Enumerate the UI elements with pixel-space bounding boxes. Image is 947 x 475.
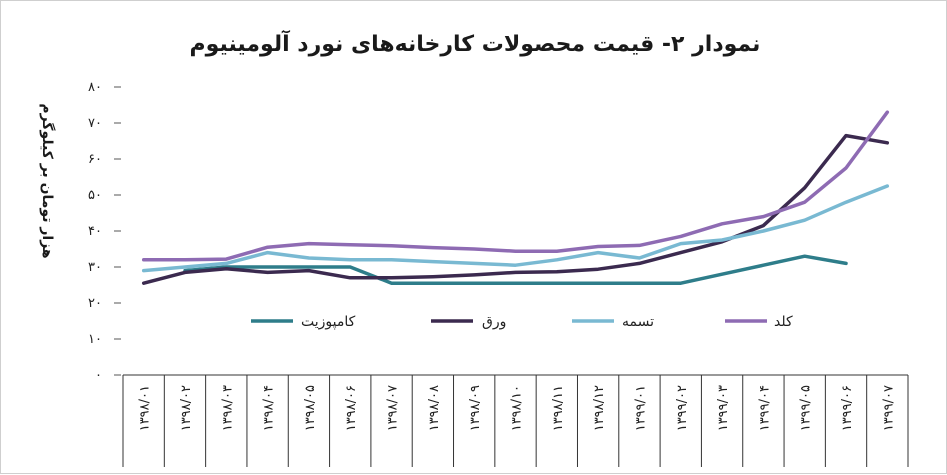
y-tick-label: ۲۰	[88, 296, 102, 311]
x-tick-label: ۱۳۹۸/۰۱	[138, 385, 153, 431]
y-axis-ticks: ۰ ۱۰ ۲۰ ۳۰ ۴۰ ۵۰ ۶۰ ۷۰ ۸۰	[88, 80, 121, 383]
x-tick-label: ۱۳۹۹/۰۶	[840, 385, 855, 431]
y-axis-label: هزار تومان بر کیلوگرم	[39, 103, 56, 258]
x-tick-label: ۱۳۹۹/۰۴	[757, 385, 772, 431]
chart-title: نمودار ۲- قیمت محصولات کارخانه‌های نورد …	[190, 29, 761, 57]
x-tick-label: ۱۳۹۸/۰۵	[303, 385, 318, 431]
y-tick-label: ۵۰	[88, 188, 102, 203]
y-tick-label: ۶۰	[88, 152, 102, 167]
x-tick-label: ۱۳۹۸/۱۱	[551, 385, 566, 431]
series-line-0	[183, 254, 848, 285]
x-tick-label: ۱۳۹۸/۰۲	[179, 385, 194, 431]
x-tick-label: ۱۳۹۸/۱۰	[510, 385, 525, 431]
x-tick-label: ۱۳۹۹/۰۳	[716, 385, 731, 431]
legend-label-2: تسمه	[622, 314, 654, 330]
x-tick-label: ۱۳۹۸/۰۹	[468, 385, 483, 431]
series-lines	[141, 110, 890, 285]
x-tick-label: ۱۳۹۸/۱۲	[592, 385, 607, 431]
x-tick-label: ۱۳۹۸/۰۶	[344, 385, 359, 431]
x-tick-label: ۱۳۹۸/۰۸	[427, 385, 442, 431]
legend-label-3: کلد	[774, 314, 793, 330]
y-tick-label: ۱۰	[88, 332, 102, 347]
series-line-2	[141, 184, 890, 273]
x-tick-label: ۱۳۹۸/۰۴	[262, 385, 277, 431]
series-line-3	[141, 110, 890, 262]
x-tick-label: ۱۳۹۹/۰۷	[881, 385, 896, 431]
x-tick-label: ۱۳۹۸/۰۳	[220, 385, 235, 431]
legend-label-0: کامپوزیت	[301, 314, 356, 330]
y-tick-label: ۸۰	[88, 80, 102, 95]
x-tick-label: ۱۳۹۹/۰۱	[633, 385, 648, 431]
y-tick-label: ۳۰	[88, 260, 102, 275]
x-tick-label: ۱۳۹۹/۰۵	[799, 385, 814, 431]
y-tick-label: ۰	[95, 368, 102, 383]
legend: کامپوزیت ورق تسمه کلد	[251, 314, 793, 330]
series-line-1	[141, 133, 890, 285]
x-tick-label: ۱۳۹۸/۰۷	[386, 385, 401, 431]
x-axis: ۱۳۹۸/۰۱ ۱۳۹۸/۰۲ ۱۳۹۸/۰۳ ۱۳۹۸/۰۴ ۱۳۹۸/۰۵ ۱۳۹۸/…	[122, 374, 909, 467]
legend-label-1: ورق	[482, 314, 506, 330]
y-tick-label: ۷۰	[88, 116, 102, 131]
y-tick-label: ۴۰	[88, 224, 102, 239]
x-tick-label: ۱۳۹۹/۰۲	[675, 385, 690, 431]
